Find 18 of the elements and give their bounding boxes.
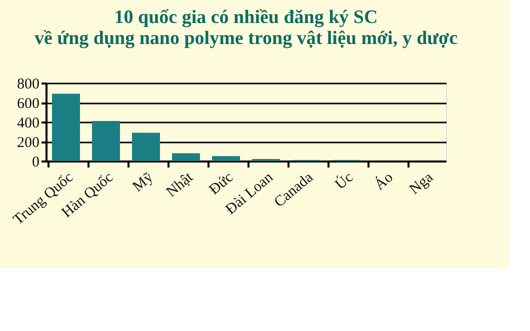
y-tick-label: 800 — [17, 76, 40, 92]
y-tick-label: 200 — [17, 135, 40, 151]
y-tick-label: 600 — [17, 96, 40, 112]
y-tick-label: 400 — [17, 116, 40, 132]
bar — [132, 132, 160, 161]
x-tick-label: Áo — [371, 168, 396, 194]
bar — [212, 156, 240, 161]
x-tick-label: Nhật — [164, 168, 197, 201]
x-tick-label: Úc — [332, 168, 357, 194]
x-tick-label: Mỹ — [130, 169, 157, 196]
x-tick-label: Nga — [406, 169, 437, 198]
text: 10 quốc gia có nhiều đăng ký SC — [114, 7, 378, 28]
bar — [92, 121, 120, 161]
x-tick-label: Đức — [206, 169, 237, 198]
bar — [172, 153, 200, 161]
text: về ứng dụng nano polyme trong vật liệu mới, y dược — [34, 28, 458, 49]
bar — [52, 94, 80, 161]
y-tick-label: 0 — [32, 154, 40, 170]
